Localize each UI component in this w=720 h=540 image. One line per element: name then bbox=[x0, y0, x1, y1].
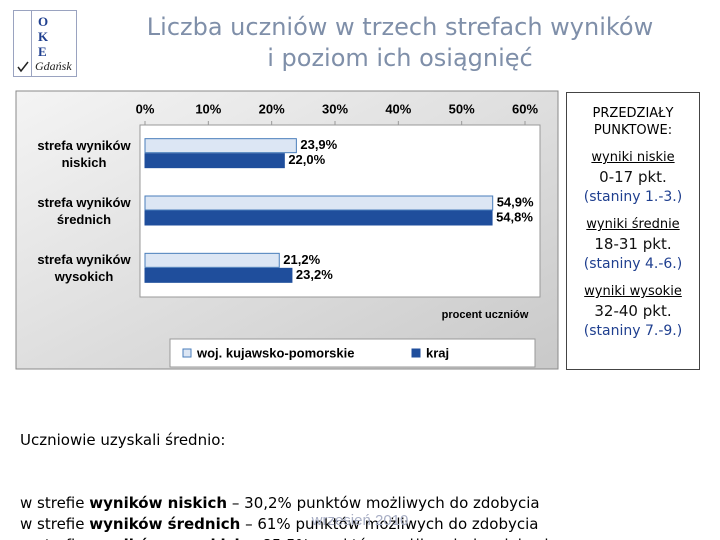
bar bbox=[144, 210, 493, 226]
slide-title: Liczba uczniów w trzech strefach wyników… bbox=[120, 12, 680, 74]
check-icon bbox=[17, 61, 29, 73]
summary-bold: wyników średnich bbox=[89, 515, 241, 533]
summary-text: – 85,5% punktów możliwych do zdobycia. bbox=[245, 536, 562, 540]
value-label: 54,8% bbox=[496, 209, 533, 224]
bar bbox=[144, 252, 280, 268]
bar bbox=[144, 267, 293, 283]
legend-swatch bbox=[411, 348, 421, 358]
legend-label: woj. kujawsko-pomorskie bbox=[196, 345, 355, 360]
title-line: Liczba uczniów w trzech strefach wyników bbox=[146, 13, 654, 41]
summary-text: w strefie bbox=[20, 515, 90, 533]
y-tick-label: strefa wyników średnich bbox=[37, 195, 131, 227]
range-points: 18-31 pkt. bbox=[594, 235, 672, 253]
footer: wrzesień 2010 bbox=[311, 512, 409, 529]
range-points: 0-17 pkt. bbox=[599, 168, 667, 186]
x-tick-label: 30% bbox=[322, 101, 348, 116]
logo-city: Gdańsk bbox=[35, 59, 72, 73]
summary-text: – 61% punktów możliwych do zdobycia bbox=[240, 515, 539, 533]
value-label: 23,9% bbox=[300, 137, 337, 152]
logo: O K E Gdańsk bbox=[13, 10, 77, 77]
range-name: wyniki wysokie bbox=[584, 284, 682, 299]
range-points: 32-40 pkt. bbox=[594, 302, 672, 320]
x-tick-label: 60% bbox=[512, 101, 538, 116]
x-tick-label: 50% bbox=[449, 101, 475, 116]
x-tick-label: 20% bbox=[259, 101, 285, 116]
range-stanines: (staniny 1.-3.) bbox=[583, 189, 683, 205]
ranges-panel: PRZEDZIAŁY PUNKTOWE: wyniki niskie 0-17 p… bbox=[566, 92, 700, 370]
value-label: 22,0% bbox=[288, 152, 325, 167]
summary-line: w strefie wyników wysokich – 85,5% punkt… bbox=[20, 535, 562, 540]
value-label: 23,2% bbox=[296, 267, 333, 282]
range-stanines: (staniny 7.-9.) bbox=[583, 323, 683, 339]
x-axis-label: procent uczniów bbox=[442, 309, 529, 321]
legend-swatch bbox=[182, 348, 192, 358]
summary-line: w strefie wyników niskich – 30,2% punktó… bbox=[20, 493, 562, 514]
x-tick-label: 40% bbox=[385, 101, 411, 116]
bar bbox=[144, 195, 494, 211]
bar bbox=[144, 138, 297, 154]
x-tick-label: 10% bbox=[195, 101, 221, 116]
range-stanines: (staniny 4.-6.) bbox=[583, 256, 683, 272]
logo-letter: E bbox=[38, 44, 47, 59]
summary-intro: Uczniowie uzyskali średnio: bbox=[20, 431, 226, 449]
range-name: wyniki średnie bbox=[586, 217, 680, 232]
summary-line: w strefie wyników średnich – 61% punktów… bbox=[20, 514, 562, 535]
title-line: i poziom ich osiągnięć bbox=[267, 44, 533, 72]
summary-text: w strefie bbox=[20, 494, 90, 512]
legend-label: kraj bbox=[426, 345, 449, 360]
y-tick-label: strefa wyników wysokich bbox=[37, 252, 131, 285]
x-tick-label: 0% bbox=[136, 101, 155, 116]
ranges-title: PRZEDZIAŁY PUNKTOWE: bbox=[592, 106, 674, 138]
value-label: 21,2% bbox=[283, 252, 320, 267]
bar bbox=[144, 153, 285, 169]
summary-bold: wyników wysokich bbox=[89, 536, 245, 540]
summary-bold: wyników niskich bbox=[89, 494, 228, 512]
y-tick-label: strefa wyników niskich bbox=[37, 137, 131, 170]
logo-letter: K bbox=[38, 29, 49, 44]
summary-text: w strefie bbox=[20, 536, 89, 540]
summary-text: – 30,2% punktów możliwych do zdobycia bbox=[227, 494, 540, 512]
logo-letter: O bbox=[38, 14, 49, 29]
legend-box bbox=[169, 338, 536, 368]
value-label: 54,9% bbox=[497, 194, 534, 209]
summary: Uczniowie uzyskali średnio: w strefie wy… bbox=[20, 388, 562, 540]
range-name: wyniki niskie bbox=[591, 150, 675, 165]
